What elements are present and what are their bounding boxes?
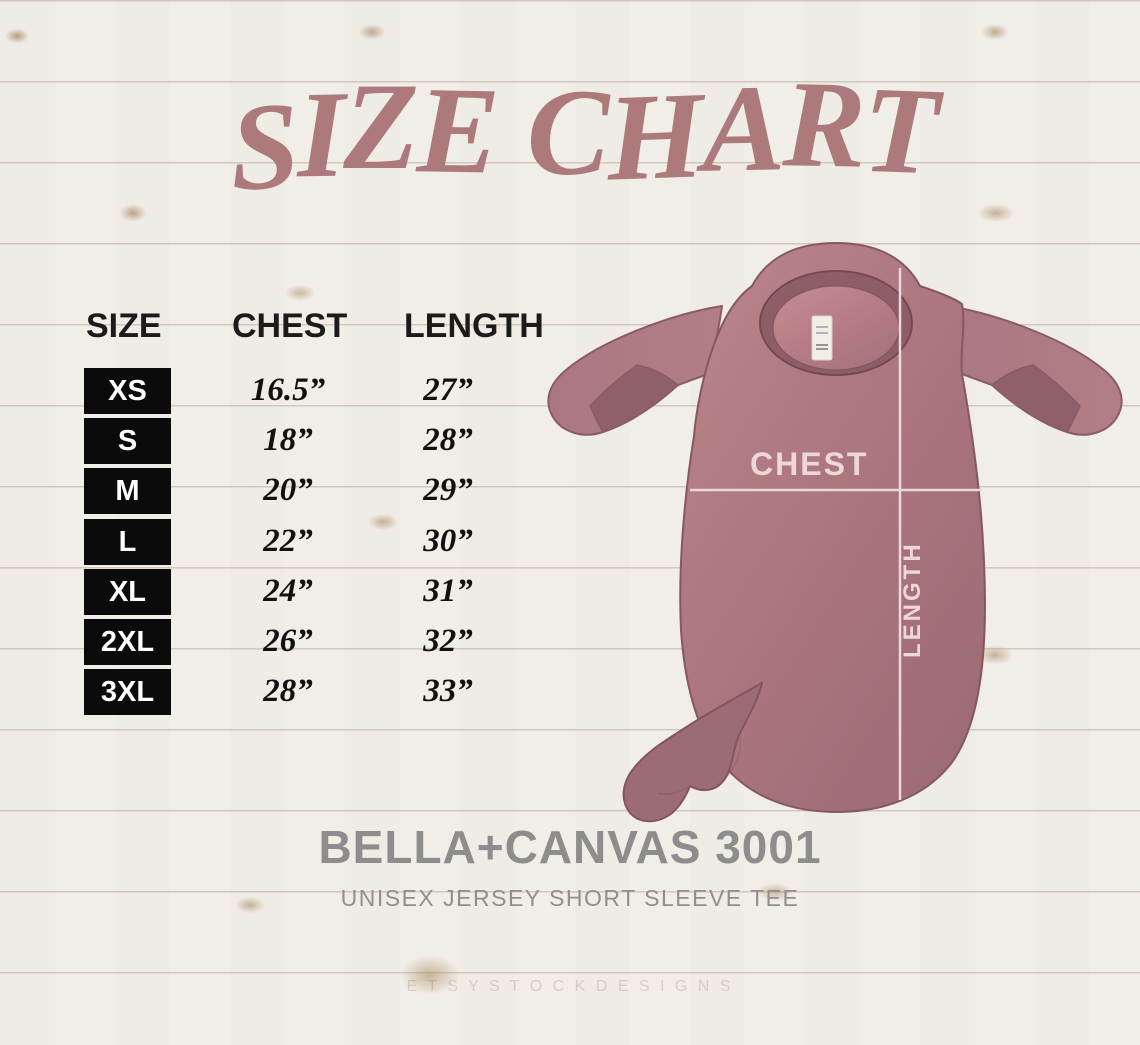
- svg-text:CHEST: CHEST: [750, 446, 868, 482]
- svg-text:LENGTH: LENGTH: [899, 541, 926, 658]
